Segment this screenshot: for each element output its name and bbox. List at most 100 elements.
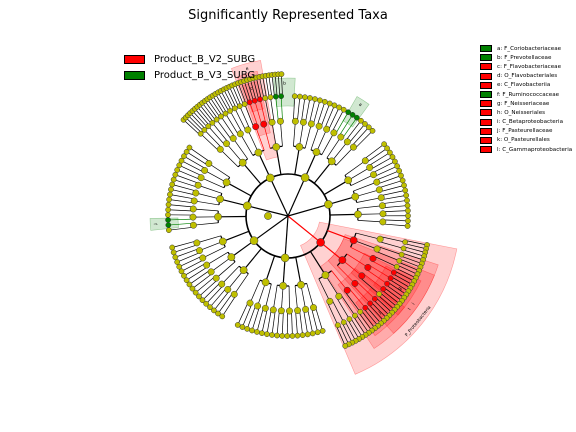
tree-edge (353, 239, 378, 250)
tree-edge (331, 299, 345, 323)
taxon-node (189, 285, 196, 292)
clade-legend-label: a: F_Coriobacteriaceae (497, 45, 562, 52)
tree-edge (405, 240, 428, 246)
taxon-node (284, 333, 291, 339)
taxon-node (196, 247, 203, 255)
clade-legend-swatch (480, 45, 492, 53)
clade-legend-entry: f: F_Ruminococcaceae (480, 90, 572, 99)
class-legend-swatch (124, 54, 145, 64)
tree-edge (237, 82, 247, 104)
class-legend-label: Product_B_V2_SUBG (154, 53, 256, 65)
tree-edge (221, 265, 240, 285)
tree-edge (299, 122, 304, 147)
taxon-node (214, 212, 222, 221)
tree-edge (295, 310, 298, 336)
tree-edge (402, 252, 424, 261)
tree-edge (348, 288, 366, 309)
taxon-node (323, 125, 331, 133)
taxon-node (254, 148, 263, 157)
tree-edge (199, 104, 214, 123)
tree-edge (179, 164, 203, 177)
taxon-node (249, 327, 255, 334)
tree-edge (232, 138, 248, 160)
taxon-node (236, 103, 243, 109)
taxon-node (170, 249, 177, 256)
taxon-node (234, 322, 241, 328)
taxon-node (336, 104, 342, 111)
tree-edge (254, 100, 263, 125)
tree-edge (268, 75, 273, 98)
tree-edge (233, 273, 249, 295)
taxon-node (396, 257, 403, 264)
taxon-node (186, 144, 193, 151)
taxon-node (222, 178, 231, 187)
taxon-node (396, 167, 403, 174)
tree-edge (179, 255, 203, 268)
taxon-node (246, 299, 254, 307)
taxon-node (394, 163, 400, 169)
tree-edge (217, 92, 230, 112)
tree-edge (377, 246, 402, 255)
tree-edge (368, 152, 391, 167)
tree-edge (287, 215, 322, 243)
taxon-node (186, 281, 193, 288)
clade-legend-label: k: O_Pasteurellales (497, 137, 550, 144)
highlight-label-e: e (245, 67, 249, 73)
clade-legend-label: c: F_Flavobacteriaceae (497, 63, 562, 70)
clade-legend-entry: g: F_Neisseriaceae (480, 99, 572, 108)
taxon-node (349, 112, 356, 118)
taxon-node (398, 172, 404, 179)
taxon-node (361, 157, 369, 165)
tree-edge (204, 100, 218, 119)
tree-edge (355, 314, 370, 333)
taxon-node (375, 186, 383, 194)
tree-edge (327, 230, 354, 241)
tree-edge (345, 120, 362, 141)
tree-edge (316, 101, 326, 126)
taxon-node (264, 212, 272, 220)
tree-edge (269, 177, 289, 217)
taxon-node (330, 129, 338, 137)
taxon-node (362, 121, 368, 127)
taxon-node (201, 166, 209, 174)
clade-legend-label: l: C_Gammaproteobacteria (497, 146, 573, 153)
tree-edge (328, 196, 356, 205)
tree-edge (247, 129, 259, 153)
tree-edge (311, 307, 319, 333)
tree-edge (335, 112, 349, 134)
tree-edge (363, 143, 385, 160)
taxon-node (213, 116, 220, 123)
tree-edge (215, 261, 236, 279)
clade-legend: a: F_Coriobacteriaceae b: F_Prevotellace… (480, 44, 572, 154)
tree-edge (299, 310, 303, 336)
taxon-node (387, 275, 394, 282)
taxon-node (364, 263, 372, 271)
taxon-node (199, 254, 207, 262)
tree-edge (305, 97, 311, 123)
taxon-node (299, 118, 307, 126)
taxon-node (211, 307, 217, 314)
clade-legend-swatch (480, 127, 492, 135)
tree-edge (375, 297, 393, 313)
taxon-node (289, 333, 296, 339)
clade-legend-entry: d: O_Flavobacteriales (480, 72, 572, 81)
taxon-node (201, 127, 208, 133)
tree-edge (212, 122, 229, 143)
tree-edge (181, 160, 204, 173)
tree-edge (231, 240, 255, 258)
taxon-node (219, 313, 226, 320)
tree-edge (175, 248, 199, 258)
taxon-node (335, 292, 343, 300)
tree-edge (335, 146, 354, 166)
taxon-node (357, 308, 364, 315)
taxon-node (404, 197, 410, 204)
tree-edge (301, 97, 306, 122)
tree-edge (315, 306, 323, 331)
taxon-node (193, 239, 201, 247)
tree-edge (348, 167, 370, 181)
taxon-node (197, 174, 205, 182)
tree-edge (220, 149, 239, 168)
tree-edge (168, 226, 194, 231)
taxon-node (224, 286, 232, 293)
taxon-node (278, 93, 284, 100)
